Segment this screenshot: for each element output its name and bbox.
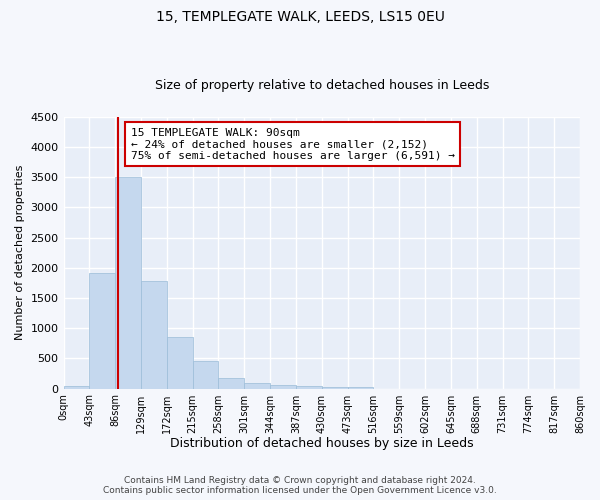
Bar [141,281,167,388]
Text: Contains HM Land Registry data © Crown copyright and database right 2024.
Contai: Contains HM Land Registry data © Crown c… [103,476,497,495]
Text: 15, TEMPLEGATE WALK, LEEDS, LS15 0EU: 15, TEMPLEGATE WALK, LEEDS, LS15 0EU [155,10,445,24]
Bar [347,387,373,388]
Bar [322,387,347,388]
Bar [115,177,141,388]
Bar [64,386,89,388]
Bar [244,383,270,388]
Bar [296,386,322,388]
Bar [270,386,296,388]
Y-axis label: Number of detached properties: Number of detached properties [15,165,25,340]
Title: Size of property relative to detached houses in Leeds: Size of property relative to detached ho… [155,79,489,92]
Bar [193,361,218,388]
X-axis label: Distribution of detached houses by size in Leeds: Distribution of detached houses by size … [170,437,473,450]
Bar [89,272,115,388]
Bar [167,338,193,388]
Bar [218,378,244,388]
Text: 15 TEMPLEGATE WALK: 90sqm
← 24% of detached houses are smaller (2,152)
75% of se: 15 TEMPLEGATE WALK: 90sqm ← 24% of detac… [131,128,455,161]
